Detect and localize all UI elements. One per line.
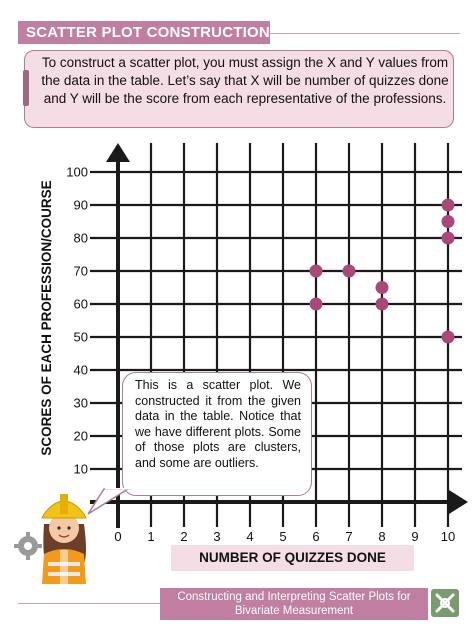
x-tick-label: 6 [312, 529, 319, 544]
x-tick-label: 8 [378, 529, 385, 544]
x-tick-label: 1 [147, 529, 154, 544]
y-tick-label: 20 [74, 429, 88, 444]
x-tick-label: 4 [246, 529, 253, 544]
y-tick-label: 10 [74, 462, 88, 477]
x-tick-label: 7 [345, 529, 352, 544]
x-tick-label: 9 [411, 529, 418, 544]
intro-box-tab [23, 70, 29, 106]
tools-logo-icon [431, 589, 459, 617]
y-axis-label: SCORES OF EACH PROFESSION/COURSE [39, 180, 54, 456]
data-point [309, 264, 323, 278]
data-point [441, 231, 455, 245]
data-point [441, 330, 455, 344]
page-title: SCATTER PLOT CONSTRUCTION [18, 21, 270, 44]
callout-tail [87, 488, 132, 515]
construction-worker-icon [14, 494, 87, 584]
chart-ticks: 0 1 2 3 4 5 6 7 8 9 10 10 20 30 40 50 60 70 80 90 100 [66, 165, 455, 545]
y-tick-label: 80 [74, 231, 88, 246]
intro-text: To construct a scatter plot, you must as… [41, 55, 449, 106]
data-point [375, 281, 389, 294]
callout-bubble: This is a scatter plot. We constructed i… [122, 372, 312, 496]
gear-icon [14, 532, 42, 560]
data-point [375, 297, 389, 311]
y-tick-label: 100 [66, 165, 88, 180]
x-tick-label: 10 [441, 529, 455, 544]
callout-text: This is a scatter plot. We constructed i… [135, 378, 301, 470]
y-axis-arrow [106, 143, 130, 162]
x-axis-label: NUMBER OF QUIZZES DONE [171, 545, 414, 571]
y-tick-label: 50 [74, 330, 88, 345]
y-tick-label: 30 [74, 396, 88, 411]
intro-box: To construct a scatter plot, you must as… [24, 50, 454, 128]
footer-title: Constructing and Interpreting Scatter Pl… [160, 588, 428, 620]
chart-points [309, 198, 455, 344]
data-point [441, 198, 455, 212]
data-point [342, 264, 356, 278]
y-tick-label: 90 [74, 198, 88, 213]
chart-axes [90, 143, 468, 528]
x-tick-label: 0 [114, 529, 121, 544]
x-axis-arrow [449, 490, 468, 514]
x-tick-label: 5 [279, 529, 286, 544]
y-tick-label: 40 [74, 363, 88, 378]
x-tick-label: 3 [213, 529, 220, 544]
data-point [441, 215, 455, 228]
y-tick-label: 60 [74, 297, 88, 312]
x-tick-label: 2 [180, 529, 187, 544]
data-point [309, 297, 323, 311]
y-tick-label: 70 [74, 264, 88, 279]
